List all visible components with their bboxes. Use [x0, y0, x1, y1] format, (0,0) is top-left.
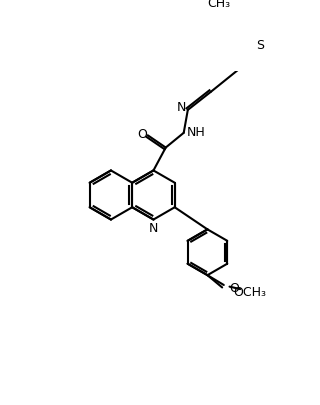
Text: O: O: [229, 281, 239, 294]
Text: O: O: [137, 128, 147, 141]
Text: S: S: [256, 39, 264, 52]
Text: CH₃: CH₃: [207, 0, 230, 11]
Text: N: N: [177, 101, 186, 114]
Text: OCH₃: OCH₃: [234, 286, 267, 298]
Text: N: N: [149, 222, 158, 234]
Text: NH: NH: [187, 126, 206, 139]
